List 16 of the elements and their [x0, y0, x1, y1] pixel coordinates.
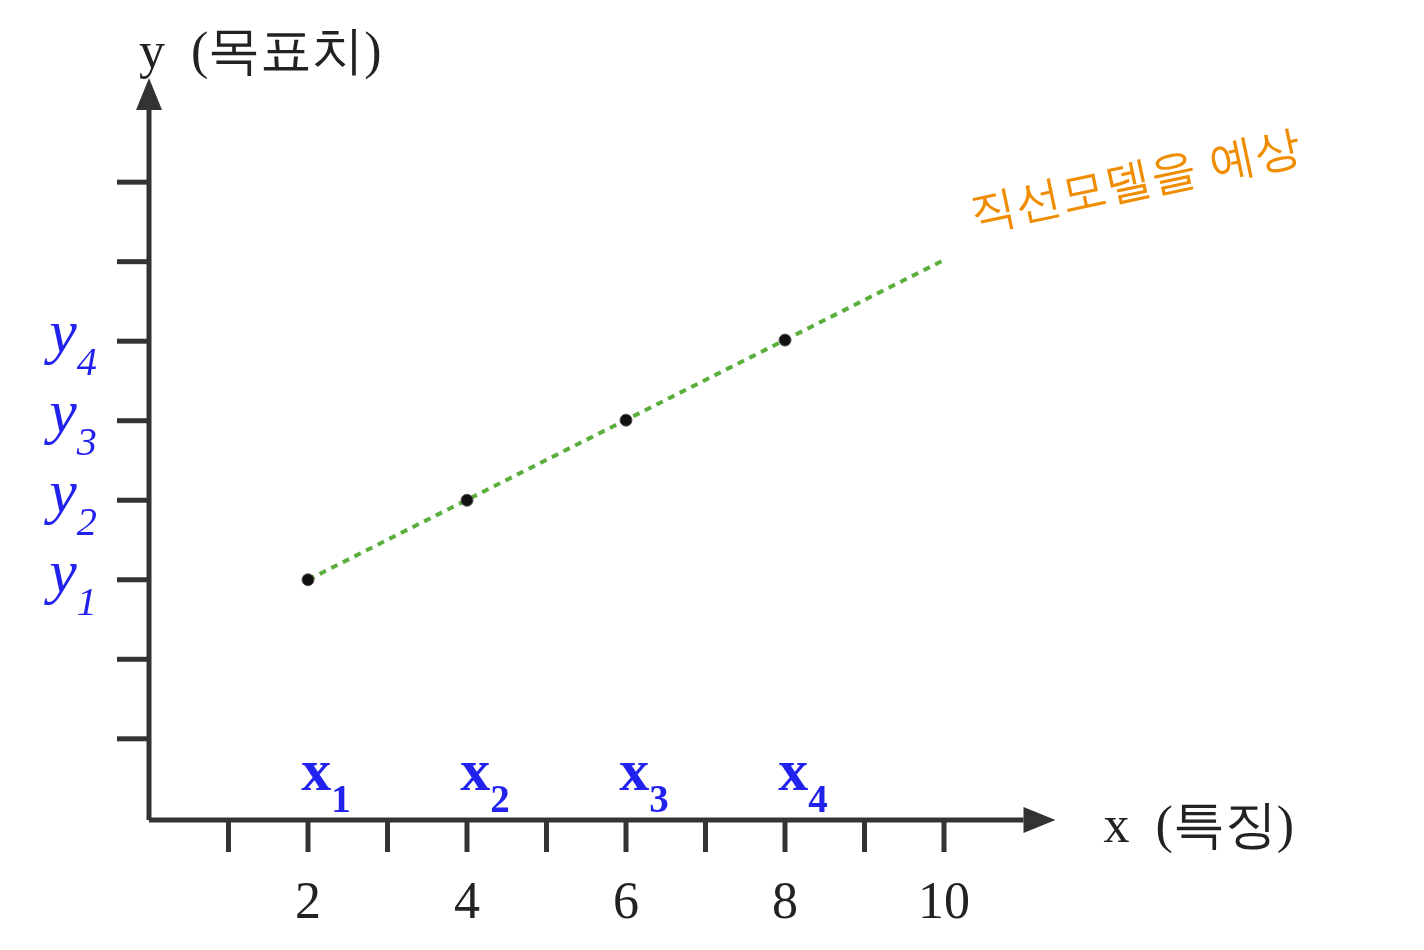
- annotation: x$_{3}$: [619, 737, 669, 820]
- x-tick-label: 2: [295, 872, 321, 929]
- x-tick-label: 4: [454, 872, 480, 929]
- x-tick-label: 10: [918, 872, 970, 929]
- annotation: x$_{4}$: [778, 737, 828, 820]
- y-axis-title: y (목표치): [139, 22, 382, 80]
- x-tick-label: 6: [613, 872, 639, 929]
- point: [778, 333, 792, 347]
- annotation: x$_{2}$: [460, 737, 510, 820]
- annotation: 직선모델을 예상: [965, 117, 1306, 241]
- x-axis-title: x (특징): [1103, 796, 1295, 854]
- point: [460, 493, 474, 507]
- annotation: x$_{1}$: [301, 737, 351, 820]
- point: [301, 573, 315, 587]
- x-tick-label: 8: [772, 872, 798, 929]
- point: [619, 413, 633, 427]
